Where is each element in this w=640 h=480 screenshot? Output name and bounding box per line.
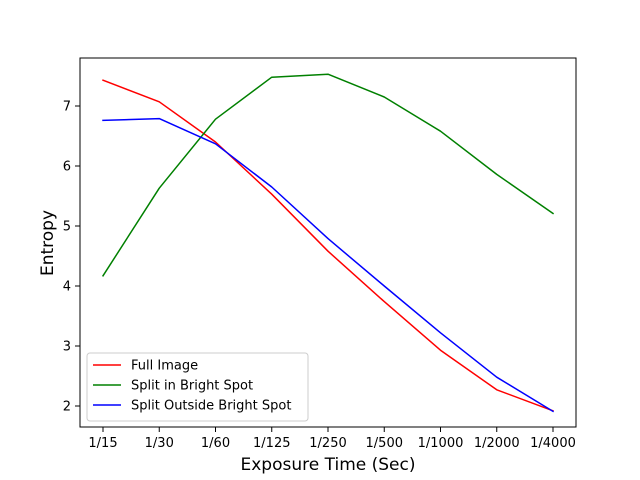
y-tick-label: 3 [63,340,71,355]
y-axis: 2 3 4 5 6 7 [63,100,80,415]
series-line-2 [101,73,555,277]
series-layer [101,73,555,413]
x-tick-label: 1/2000 [474,436,520,451]
legend-label: Split in Bright Spot [131,379,253,394]
y-tick-label: 6 [63,160,71,175]
x-tick-label: 1/30 [145,436,174,451]
y-axis-label: Entropy [38,210,58,276]
y-tick-label: 7 [63,100,71,115]
x-tick-label: 1/60 [201,436,230,451]
legend-label: Full Image [131,359,198,374]
legend-label: Split Outside Bright Spot [131,399,291,414]
series-line-1 [102,79,554,412]
y-tick-label: 4 [63,280,71,295]
y-tick-label: 5 [63,220,71,235]
series-line-3 [102,117,555,413]
x-tick-label: 1/125 [253,436,290,451]
x-tick-label: 1/4000 [530,436,576,451]
x-tick-label: 1/500 [366,436,403,451]
x-tick-label: 1/1000 [418,436,464,451]
x-tick-label: 1/250 [309,436,346,451]
legend-box [86,352,309,422]
x-axis: 1/15 1/30 1/60 1/125 1/250 1/500 1/1000 1/2000 1… [88,427,576,451]
x-axis-label: Exposure Time (Sec) [241,455,416,475]
legend: Full Image Split in Bright Spot Split Outs… [86,352,309,422]
x-tick-label: 1/15 [88,436,117,451]
y-tick-label: 2 [63,400,71,415]
